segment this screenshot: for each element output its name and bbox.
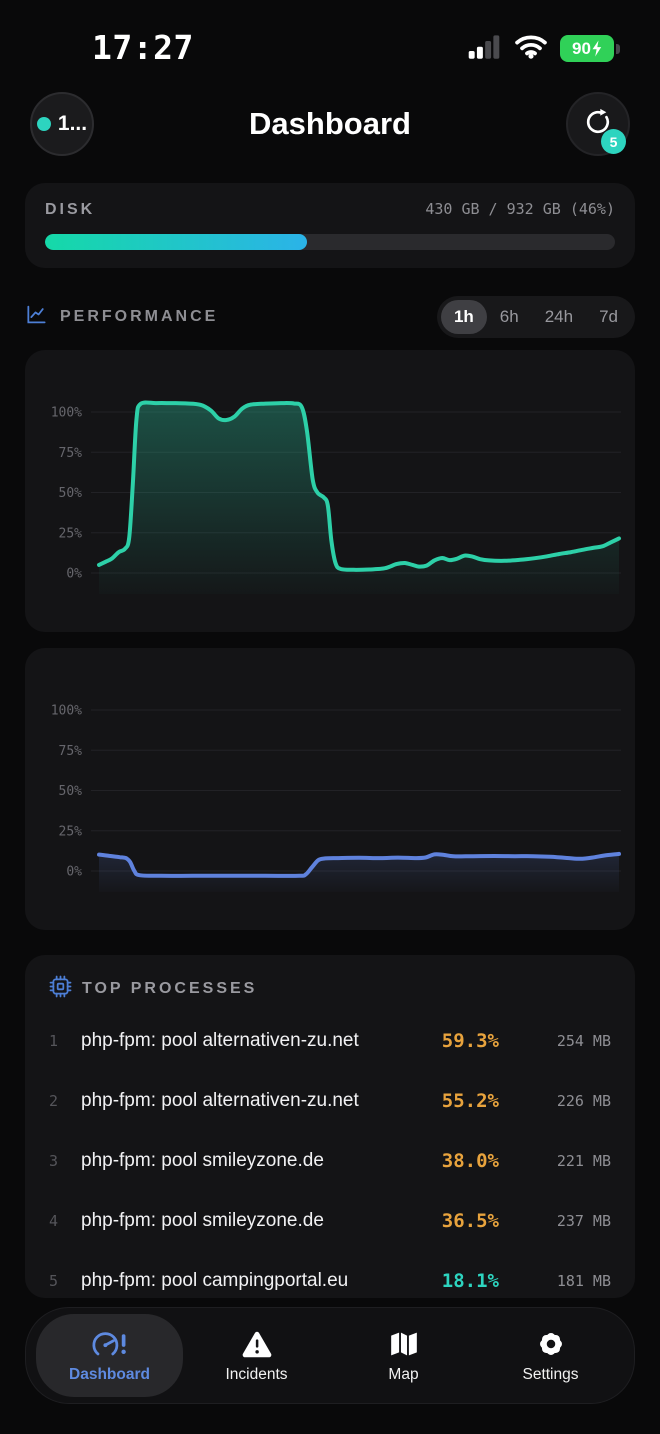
- svg-text:25%: 25%: [59, 526, 83, 541]
- top-processes-title: TOP PROCESSES: [82, 980, 258, 997]
- warning-triangle-icon: [241, 1327, 273, 1361]
- performance-label: PERFORMANCE: [60, 308, 219, 325]
- cellular-signal-icon: [468, 33, 502, 64]
- process-name: php-fpm: pool smileyzone.de: [81, 1150, 324, 1171]
- process-row[interactable]: 3 php-fpm: pool smileyzone.de 38.0% 221 …: [49, 1131, 611, 1191]
- server-selector-button[interactable]: 1...: [30, 92, 94, 156]
- process-name: php-fpm: pool smileyzone.de: [81, 1210, 324, 1231]
- tab-incidents[interactable]: Incidents: [183, 1314, 330, 1397]
- process-rank: 1: [49, 1032, 59, 1050]
- process-memory: 221 MB: [556, 1152, 611, 1170]
- process-row[interactable]: 1 php-fpm: pool alternativen-zu.net 59.3…: [49, 1011, 611, 1071]
- process-cpu-percent: 18.1%: [441, 1270, 499, 1292]
- process-name: php-fpm: pool alternativen-zu.net: [81, 1090, 359, 1111]
- gear-icon: [536, 1327, 566, 1361]
- top-processes-card: TOP PROCESSES 1 php-fpm: pool alternativ…: [25, 955, 635, 1298]
- process-row[interactable]: 2 php-fpm: pool alternativen-zu.net 55.2…: [49, 1071, 611, 1131]
- disk-usage-value: 430 GB / 932 GB (46%): [425, 200, 615, 218]
- server-selector-label: 1...: [57, 112, 88, 135]
- process-cpu-percent: 55.2%: [441, 1090, 499, 1112]
- svg-text:100%: 100%: [51, 406, 82, 421]
- line-chart-icon: [25, 303, 48, 331]
- process-rank: 5: [49, 1272, 59, 1290]
- range-7d[interactable]: 7d: [599, 307, 618, 326]
- performance-section-header: PERFORMANCE 1h 6h 24h 7d: [25, 294, 635, 340]
- tab-settings-label: Settings: [522, 1366, 579, 1383]
- page-title: Dashboard: [249, 106, 411, 141]
- svg-text:75%: 75%: [59, 744, 83, 759]
- process-name: php-fpm: pool campingportal.eu: [81, 1270, 349, 1291]
- time-range-selector: 1h 6h 24h 7d: [436, 296, 635, 338]
- process-memory: 226 MB: [556, 1092, 611, 1110]
- tab-dashboard[interactable]: Dashboard: [36, 1314, 183, 1397]
- tab-map[interactable]: Map: [330, 1314, 477, 1397]
- bottom-tab-bar: Dashboard Incidents Map: [25, 1307, 635, 1404]
- svg-text:100%: 100%: [51, 704, 82, 719]
- range-24h[interactable]: 24h: [544, 307, 574, 326]
- wifi-icon: [514, 33, 548, 64]
- range-6h[interactable]: 6h: [499, 307, 519, 326]
- process-name: php-fpm: pool alternativen-zu.net: [81, 1030, 359, 1051]
- svg-text:75%: 75%: [59, 446, 83, 461]
- process-rank: 3: [49, 1152, 59, 1170]
- tab-map-label: Map: [388, 1366, 419, 1383]
- disk-progress-track: [45, 234, 615, 250]
- battery-charging-icon: 90: [560, 35, 620, 62]
- process-cpu-percent: 38.0%: [441, 1150, 499, 1172]
- disk-progress-fill: [45, 234, 308, 250]
- process-list: 1 php-fpm: pool alternativen-zu.net 59.3…: [49, 1011, 611, 1311]
- process-cpu-percent: 36.5%: [441, 1210, 499, 1232]
- process-memory: 237 MB: [556, 1212, 611, 1230]
- range-1h[interactable]: 1h: [440, 300, 487, 334]
- process-row[interactable]: 5 php-fpm: pool campingportal.eu 18.1% 1…: [49, 1251, 611, 1311]
- disk-label: DISK: [45, 201, 96, 218]
- memory-chart-card: 100% 75% 50% 25% 0%: [25, 648, 635, 930]
- process-row[interactable]: 4 php-fpm: pool smileyzone.de 36.5% 237 …: [49, 1191, 611, 1251]
- disk-usage-card: DISK 430 GB / 932 GB (46%): [25, 183, 635, 268]
- tab-dashboard-label: Dashboard: [69, 1366, 150, 1383]
- svg-text:50%: 50%: [59, 486, 83, 501]
- cpu-chart: 100% 75% 50% 25% 0%: [51, 400, 621, 594]
- online-status-dot: [36, 117, 51, 131]
- refresh-icon: [582, 106, 614, 143]
- svg-text:0%: 0%: [66, 567, 82, 582]
- tab-settings[interactable]: Settings: [477, 1314, 624, 1397]
- battery-percent: 90: [572, 38, 591, 58]
- tab-incidents-label: Incidents: [225, 1366, 288, 1383]
- svg-text:25%: 25%: [59, 824, 83, 839]
- refresh-count-badge: 5: [601, 129, 626, 154]
- gauge-alert-icon: [90, 1327, 130, 1361]
- process-rank: 2: [49, 1092, 59, 1110]
- status-icons: 90: [468, 33, 620, 64]
- refresh-button[interactable]: 5: [566, 92, 630, 156]
- svg-text:50%: 50%: [59, 784, 83, 799]
- process-memory: 254 MB: [556, 1032, 611, 1050]
- lightning-bolt-icon: [592, 40, 602, 57]
- memory-chart: 100% 75% 50% 25% 0%: [51, 704, 621, 892]
- cpu-chart-card: 100% 75% 50% 25% 0%: [25, 350, 635, 632]
- process-memory: 181 MB: [556, 1272, 611, 1290]
- process-rank: 4: [49, 1212, 59, 1230]
- cpu-chip-icon: [49, 975, 72, 1003]
- status-time: 17:27: [92, 28, 194, 67]
- map-icon: [390, 1327, 418, 1361]
- svg-text:0%: 0%: [66, 865, 82, 880]
- process-cpu-percent: 59.3%: [441, 1030, 499, 1052]
